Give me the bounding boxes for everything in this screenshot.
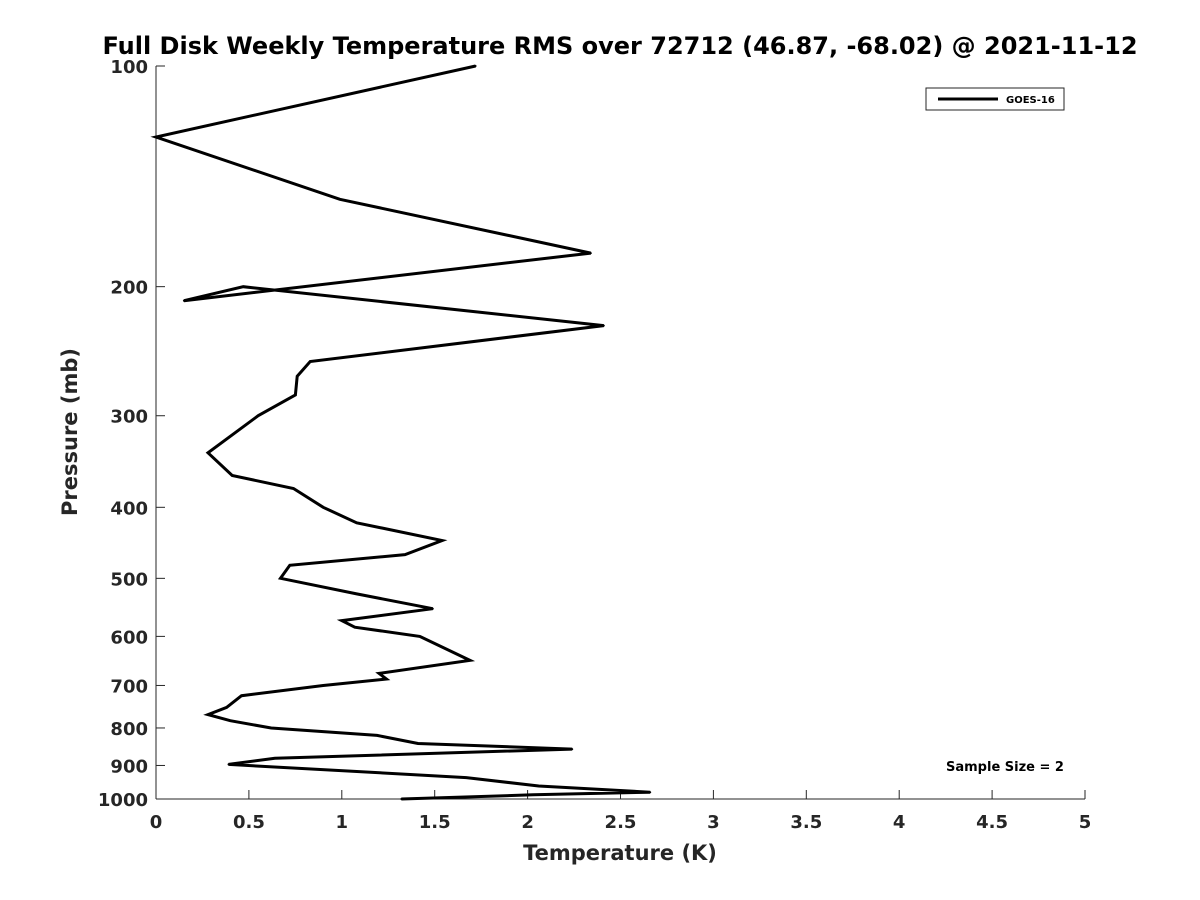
data-point xyxy=(537,785,540,787)
y-tick-label: 400 xyxy=(110,498,148,519)
legend-entry-goes-16: GOES-16 xyxy=(1006,95,1055,106)
data-point xyxy=(378,672,380,675)
data-point xyxy=(532,793,535,796)
data-point xyxy=(322,684,325,687)
x-tick-label: 0 xyxy=(150,812,163,833)
series-points xyxy=(155,65,652,800)
x-tick-label: 3 xyxy=(707,812,720,833)
data-point xyxy=(273,757,276,760)
x-tick-label: 1.5 xyxy=(419,812,451,833)
x-axis-label: Temperature (K) xyxy=(523,841,717,865)
data-point xyxy=(207,713,209,716)
data-point xyxy=(602,324,605,327)
data-point xyxy=(589,252,592,255)
x-tick-label: 0.5 xyxy=(233,812,265,833)
data-point xyxy=(225,706,228,709)
data-point xyxy=(309,360,312,363)
x-tick-label: 2 xyxy=(521,812,534,833)
y-tick-label: 300 xyxy=(110,407,148,428)
x-tick-label: 5 xyxy=(1079,812,1092,833)
data-point xyxy=(279,577,282,580)
data-point xyxy=(240,694,243,697)
y-ticks: 100 200 300 400 500 600 700 800 900 1000 xyxy=(98,57,165,811)
x-ticks: 0 0.5 1 1.5 2 2.5 3 3.5 4 4.5 5 xyxy=(150,790,1092,833)
legend: GOES-16 xyxy=(925,87,1065,111)
data-point xyxy=(465,776,468,779)
data-point xyxy=(400,798,403,800)
data-point xyxy=(207,451,209,454)
series-line-goes-16 xyxy=(150,64,651,801)
data-point xyxy=(353,626,356,629)
data-point xyxy=(404,553,406,556)
data-point xyxy=(288,564,291,567)
y-tick-label: 600 xyxy=(110,627,148,648)
data-point xyxy=(418,635,421,638)
data-point xyxy=(242,285,245,288)
data-point xyxy=(322,506,325,509)
data-point xyxy=(355,592,358,595)
x-tick-label: 1 xyxy=(336,812,349,833)
data-point xyxy=(431,607,434,610)
data-point xyxy=(571,748,574,751)
x-tick-label: 3.5 xyxy=(790,812,822,833)
y-tick-label: 800 xyxy=(110,719,148,740)
data-point xyxy=(474,65,477,67)
data-point xyxy=(417,742,419,745)
y-tick-label: 700 xyxy=(110,676,148,697)
y-tick-label: 900 xyxy=(110,756,148,777)
data-point xyxy=(231,474,234,477)
x-tick-label: 4.5 xyxy=(976,812,1008,833)
chart-title: Full Disk Weekly Temperature RMS over 72… xyxy=(102,32,1137,60)
x-tick-label: 2.5 xyxy=(605,812,637,833)
x-tick-label: 4 xyxy=(893,812,906,833)
data-point xyxy=(294,393,297,396)
data-point xyxy=(227,763,230,766)
data-point xyxy=(385,678,388,680)
data-point xyxy=(257,414,260,417)
y-tick-label: 1000 xyxy=(98,790,148,811)
y-axis-label: Pressure (mb) xyxy=(58,348,82,516)
data-point xyxy=(441,539,444,542)
data-point xyxy=(340,619,343,622)
data-point xyxy=(469,659,471,662)
y-tick-label: 500 xyxy=(110,569,148,590)
data-point xyxy=(292,487,295,490)
data-point xyxy=(338,198,341,201)
data-point xyxy=(229,719,232,722)
data-point xyxy=(355,521,358,524)
data-point xyxy=(649,791,652,794)
data-point xyxy=(155,136,157,138)
y-tick-label: 200 xyxy=(110,278,148,299)
y-tick-label: 100 xyxy=(110,57,148,78)
data-point xyxy=(296,375,299,378)
data-point xyxy=(182,299,185,302)
data-point xyxy=(270,727,273,729)
sample-size-annotation: Sample Size = 2 xyxy=(946,760,1064,775)
data-point xyxy=(376,734,379,737)
